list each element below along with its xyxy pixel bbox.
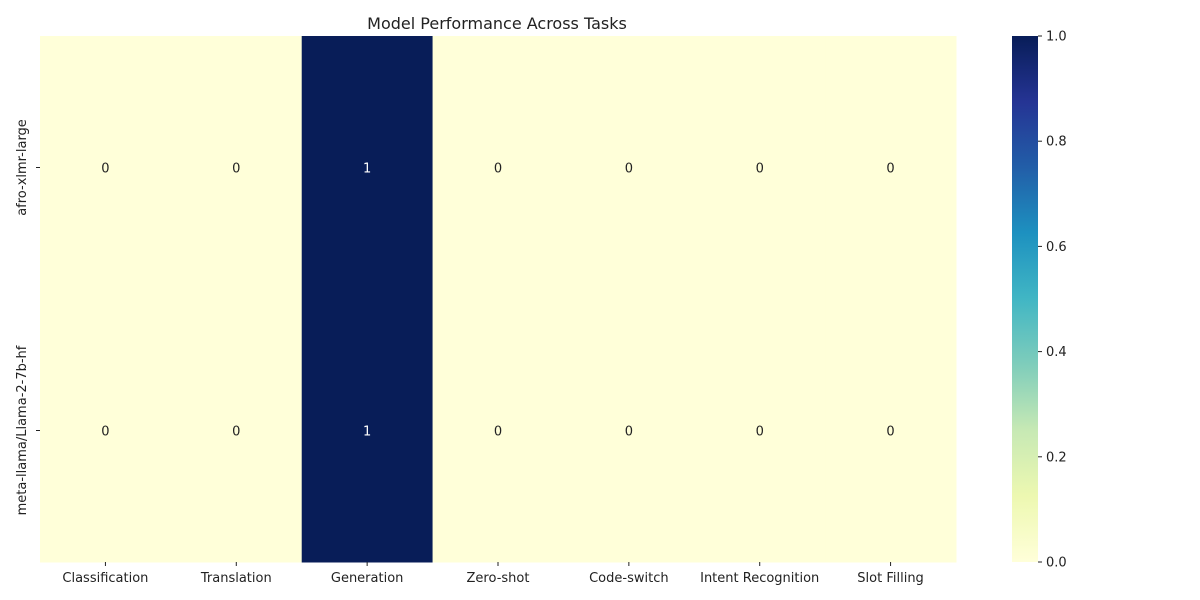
cell-annotation: 0 — [625, 162, 633, 177]
x-tick-label: Slot Filling — [857, 571, 924, 586]
colorbar-tick-label: 0.4 — [1046, 345, 1067, 360]
cell-annotations: 0 0 1 0 0 0 0 0 0 1 0 0 0 0 — [101, 162, 894, 440]
cell-annotation: 0 — [886, 162, 894, 177]
colorbar-gradient — [1012, 36, 1038, 562]
x-tick-label: Translation — [200, 571, 272, 586]
colorbar-tick-label: 0.6 — [1046, 240, 1067, 255]
x-tick-label: Intent Recognition — [700, 571, 819, 586]
chart-title: Model Performance Across Tasks — [367, 14, 627, 33]
heatmap-cell — [40, 299, 172, 563]
cell-annotation: 1 — [363, 425, 371, 440]
heatmap-cell — [170, 36, 303, 300]
cell-annotation: 0 — [494, 425, 502, 440]
cell-annotation: 0 — [886, 425, 894, 440]
heatmap-cell — [825, 299, 957, 563]
cell-annotation: 0 — [101, 425, 109, 440]
cell-annotation: 0 — [625, 425, 633, 440]
heatmap-cell — [825, 36, 957, 300]
heatmap-cell — [432, 299, 564, 563]
cell-annotation: 0 — [756, 425, 764, 440]
cell-annotation: 0 — [232, 162, 240, 177]
heatmap-cell — [694, 36, 826, 300]
heatmap-cell — [694, 299, 826, 563]
x-axis: Classification Translation Generation Zero-… — [62, 562, 924, 586]
heatmap-cell — [40, 36, 172, 300]
colorbar-tick-label: 0.0 — [1046, 556, 1067, 571]
cell-annotation: 1 — [363, 162, 371, 177]
colorbar: 0.0 0.2 0.4 0.6 0.8 1.0 — [1012, 30, 1067, 571]
x-tick-label: Classification — [62, 571, 148, 586]
x-tick-label: Code-switch — [589, 571, 668, 586]
heatmap-cell — [301, 299, 434, 563]
colorbar-tick-label: 0.8 — [1046, 135, 1067, 150]
heatmap-cell — [563, 36, 695, 300]
y-axis: afro-xlmr-large meta-llama/Llama-2-7b-hf — [15, 119, 40, 515]
colorbar-tick-label: 0.2 — [1046, 450, 1067, 465]
colorbar-tick-label: 1.0 — [1046, 30, 1067, 45]
x-tick-label: Generation — [331, 571, 404, 586]
cell-annotation: 0 — [101, 162, 109, 177]
x-tick-label: Zero-shot — [467, 571, 530, 586]
heatmap-cell — [432, 36, 564, 300]
cell-annotation: 0 — [232, 425, 240, 440]
heatmap-cell — [170, 299, 303, 563]
cell-annotation: 0 — [494, 162, 502, 177]
cell-annotation: 0 — [756, 162, 764, 177]
y-tick-label: afro-xlmr-large — [15, 119, 30, 216]
heatmap-cells — [40, 36, 957, 563]
y-tick-label: meta-llama/Llama-2-7b-hf — [15, 345, 30, 515]
heatmap-cell — [301, 36, 434, 300]
heatmap-cell — [563, 299, 695, 563]
